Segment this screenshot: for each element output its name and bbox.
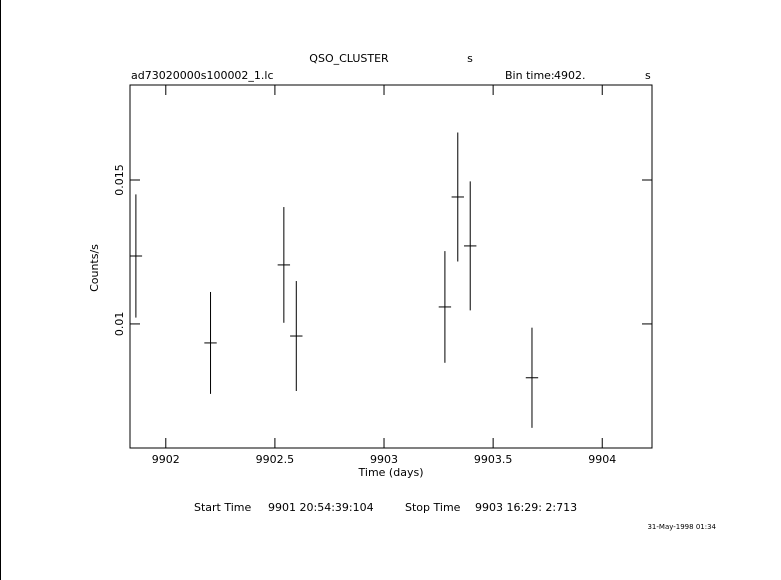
y-axis-label: Counts/s	[88, 244, 101, 292]
stop-time: 9903 16:29: 2:713	[475, 501, 577, 514]
x-tick-label: 9903	[370, 453, 398, 466]
bin-time-unit: s	[645, 69, 651, 82]
bin-time-label: Bin time:	[505, 69, 555, 82]
x-axis-label: Time (days)	[358, 466, 424, 479]
chart-title: QSO_CLUSTER	[309, 52, 389, 65]
x-tick-label: 9902	[152, 453, 180, 466]
x-tick-label: 9904	[588, 453, 616, 466]
plot-frame	[129, 84, 653, 449]
x-tick-label: 9902.5	[256, 453, 295, 466]
y-tick-label: 0.015	[113, 164, 126, 196]
bin-time: 4902.	[554, 69, 586, 82]
title-unit: s	[467, 52, 473, 65]
filename: ad73020000s100002_1.lc	[131, 69, 274, 82]
start-time-label: Start Time	[194, 501, 252, 514]
start-time: 9901 20:54:39:104	[268, 501, 374, 514]
stop-time-label: Stop Time	[405, 501, 461, 514]
y-tick-label: 0.01	[113, 312, 126, 337]
timestamp: 31-May-1998 01:34	[647, 523, 716, 531]
x-tick-label: 9903.5	[474, 453, 513, 466]
